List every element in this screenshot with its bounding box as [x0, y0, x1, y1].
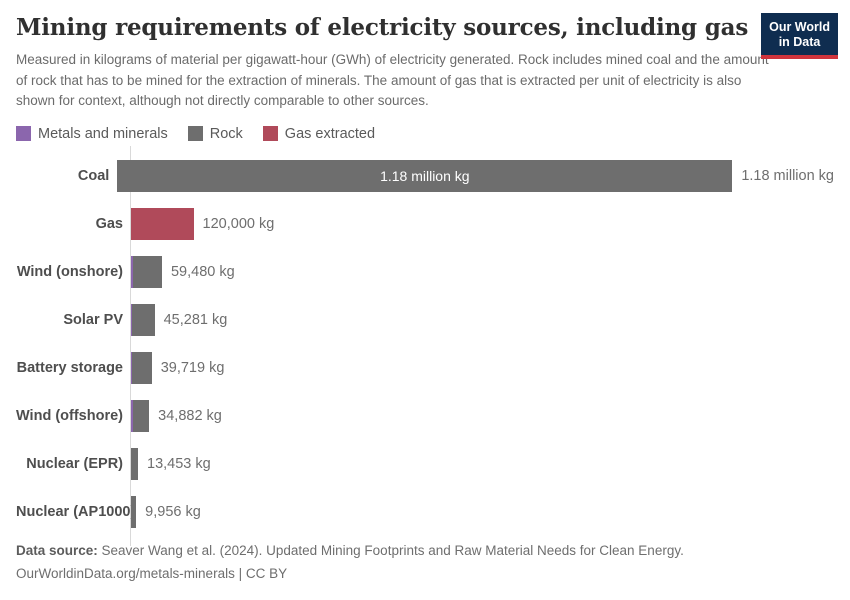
data-source-text: Seaver Wang et al. (2024). Updated Minin…	[97, 543, 684, 559]
owid-logo-line2: in Data	[778, 35, 821, 49]
bar-value-label: 13,453 kg	[147, 455, 211, 472]
category-label: Nuclear (EPR)	[26, 455, 123, 472]
bar-value-label: 39,719 kg	[160, 359, 225, 376]
chart-subtitle: Measured in kilograms of material per gi…	[16, 52, 769, 109]
y-axis-line	[130, 145, 131, 546]
owid-logo-line1: Our World	[769, 20, 830, 34]
bar-chart: Coal 1.18 million kg 1.18 million kg Gas…	[16, 145, 834, 546]
legend-item-label: Gas extracted	[284, 125, 376, 142]
category-label: Solar PV	[63, 311, 123, 328]
header: Mining requirements of electricity sourc…	[16, 13, 838, 112]
bar-track	[131, 447, 138, 480]
bar-track	[131, 351, 152, 384]
bar-segment-rock[interactable]	[131, 447, 138, 480]
bar-segment-rock[interactable]: 1.18 million kg	[117, 159, 733, 192]
data-source-label: Data source:	[16, 543, 98, 559]
footer: Data source: Seaver Wang et al. (2024). …	[16, 540, 684, 586]
bar-value-label: 1.18 million kg	[741, 167, 834, 184]
chart-row: Battery storage 39,719 kg	[16, 344, 834, 392]
bar-track: 1.18 million kg	[117, 159, 733, 192]
bar-segment-metals-and-minerals[interactable]	[131, 399, 134, 432]
bar-segment-rock[interactable]	[131, 495, 137, 528]
legend-item[interactable]: Metals and minerals	[16, 126, 168, 142]
owid-logo: Our World in Data	[761, 13, 838, 59]
bar-segment-rock[interactable]	[132, 255, 162, 288]
bar-inside-value: 1.18 million kg	[380, 167, 470, 184]
bar-segment-metals-and-minerals[interactable]	[131, 351, 132, 384]
chart-row: Solar PV 45,281 kg	[16, 296, 834, 344]
category-label: Gas	[95, 215, 123, 232]
chart-row: Coal 1.18 million kg 1.18 million kg	[16, 152, 834, 200]
bar-track	[131, 255, 162, 288]
bar-track	[131, 399, 150, 432]
bar-value-label: 9,956 kg	[145, 503, 201, 520]
chart-title: Mining requirements of electricity sourc…	[16, 14, 749, 41]
chart-row: Wind (onshore) 59,480 kg	[16, 248, 834, 296]
bar-segment-gas-extracted[interactable]	[131, 207, 194, 240]
legend: Metals and minerals Rock Gas extracted	[16, 126, 834, 142]
category-label: Coal	[77, 167, 110, 184]
bar-value-label: 120,000 kg	[202, 215, 275, 232]
bar-value-label: 59,480 kg	[170, 263, 235, 280]
bar-segment-rock[interactable]	[133, 399, 150, 432]
category-label: Wind (onshore)	[16, 263, 123, 280]
category-label: Wind (offshore)	[16, 407, 123, 424]
bar-value-label: 34,882 kg	[158, 407, 222, 424]
legend-item[interactable]: Rock	[187, 125, 243, 142]
legend-item-label: Metals and minerals	[38, 125, 168, 142]
category-label: Battery storage	[16, 359, 123, 376]
chart-row: Wind (offshore) 34,882 kg	[16, 392, 834, 440]
legend-swatch-icon	[262, 126, 278, 142]
bar-segment-rock[interactable]	[132, 303, 155, 336]
bar-track	[131, 207, 194, 240]
bar-segment-metals-and-minerals[interactable]	[131, 255, 133, 288]
legend-item[interactable]: Gas extracted	[262, 125, 376, 142]
data-source-line: Data source: Seaver Wang et al. (2024). …	[16, 540, 684, 563]
chart-row: Nuclear (AP1000) 9,956 kg	[16, 488, 834, 536]
bar-track	[131, 303, 155, 336]
bar-value-label: 45,281 kg	[163, 311, 228, 328]
chart-row: Nuclear (EPR) 13,453 kg	[16, 440, 834, 488]
category-label: Nuclear (AP1000)	[16, 503, 136, 520]
legend-swatch-icon	[16, 126, 31, 142]
bar-track	[131, 495, 137, 528]
bar-segment-rock[interactable]	[131, 351, 152, 384]
bar-segment-metals-and-minerals[interactable]	[131, 303, 133, 336]
chart-row: Gas 120,000 kg	[16, 200, 834, 248]
license-line: OurWorldinData.org/metals-minerals | CC …	[16, 566, 288, 582]
legend-item-label: Rock	[209, 125, 243, 142]
legend-swatch-icon	[187, 126, 203, 142]
